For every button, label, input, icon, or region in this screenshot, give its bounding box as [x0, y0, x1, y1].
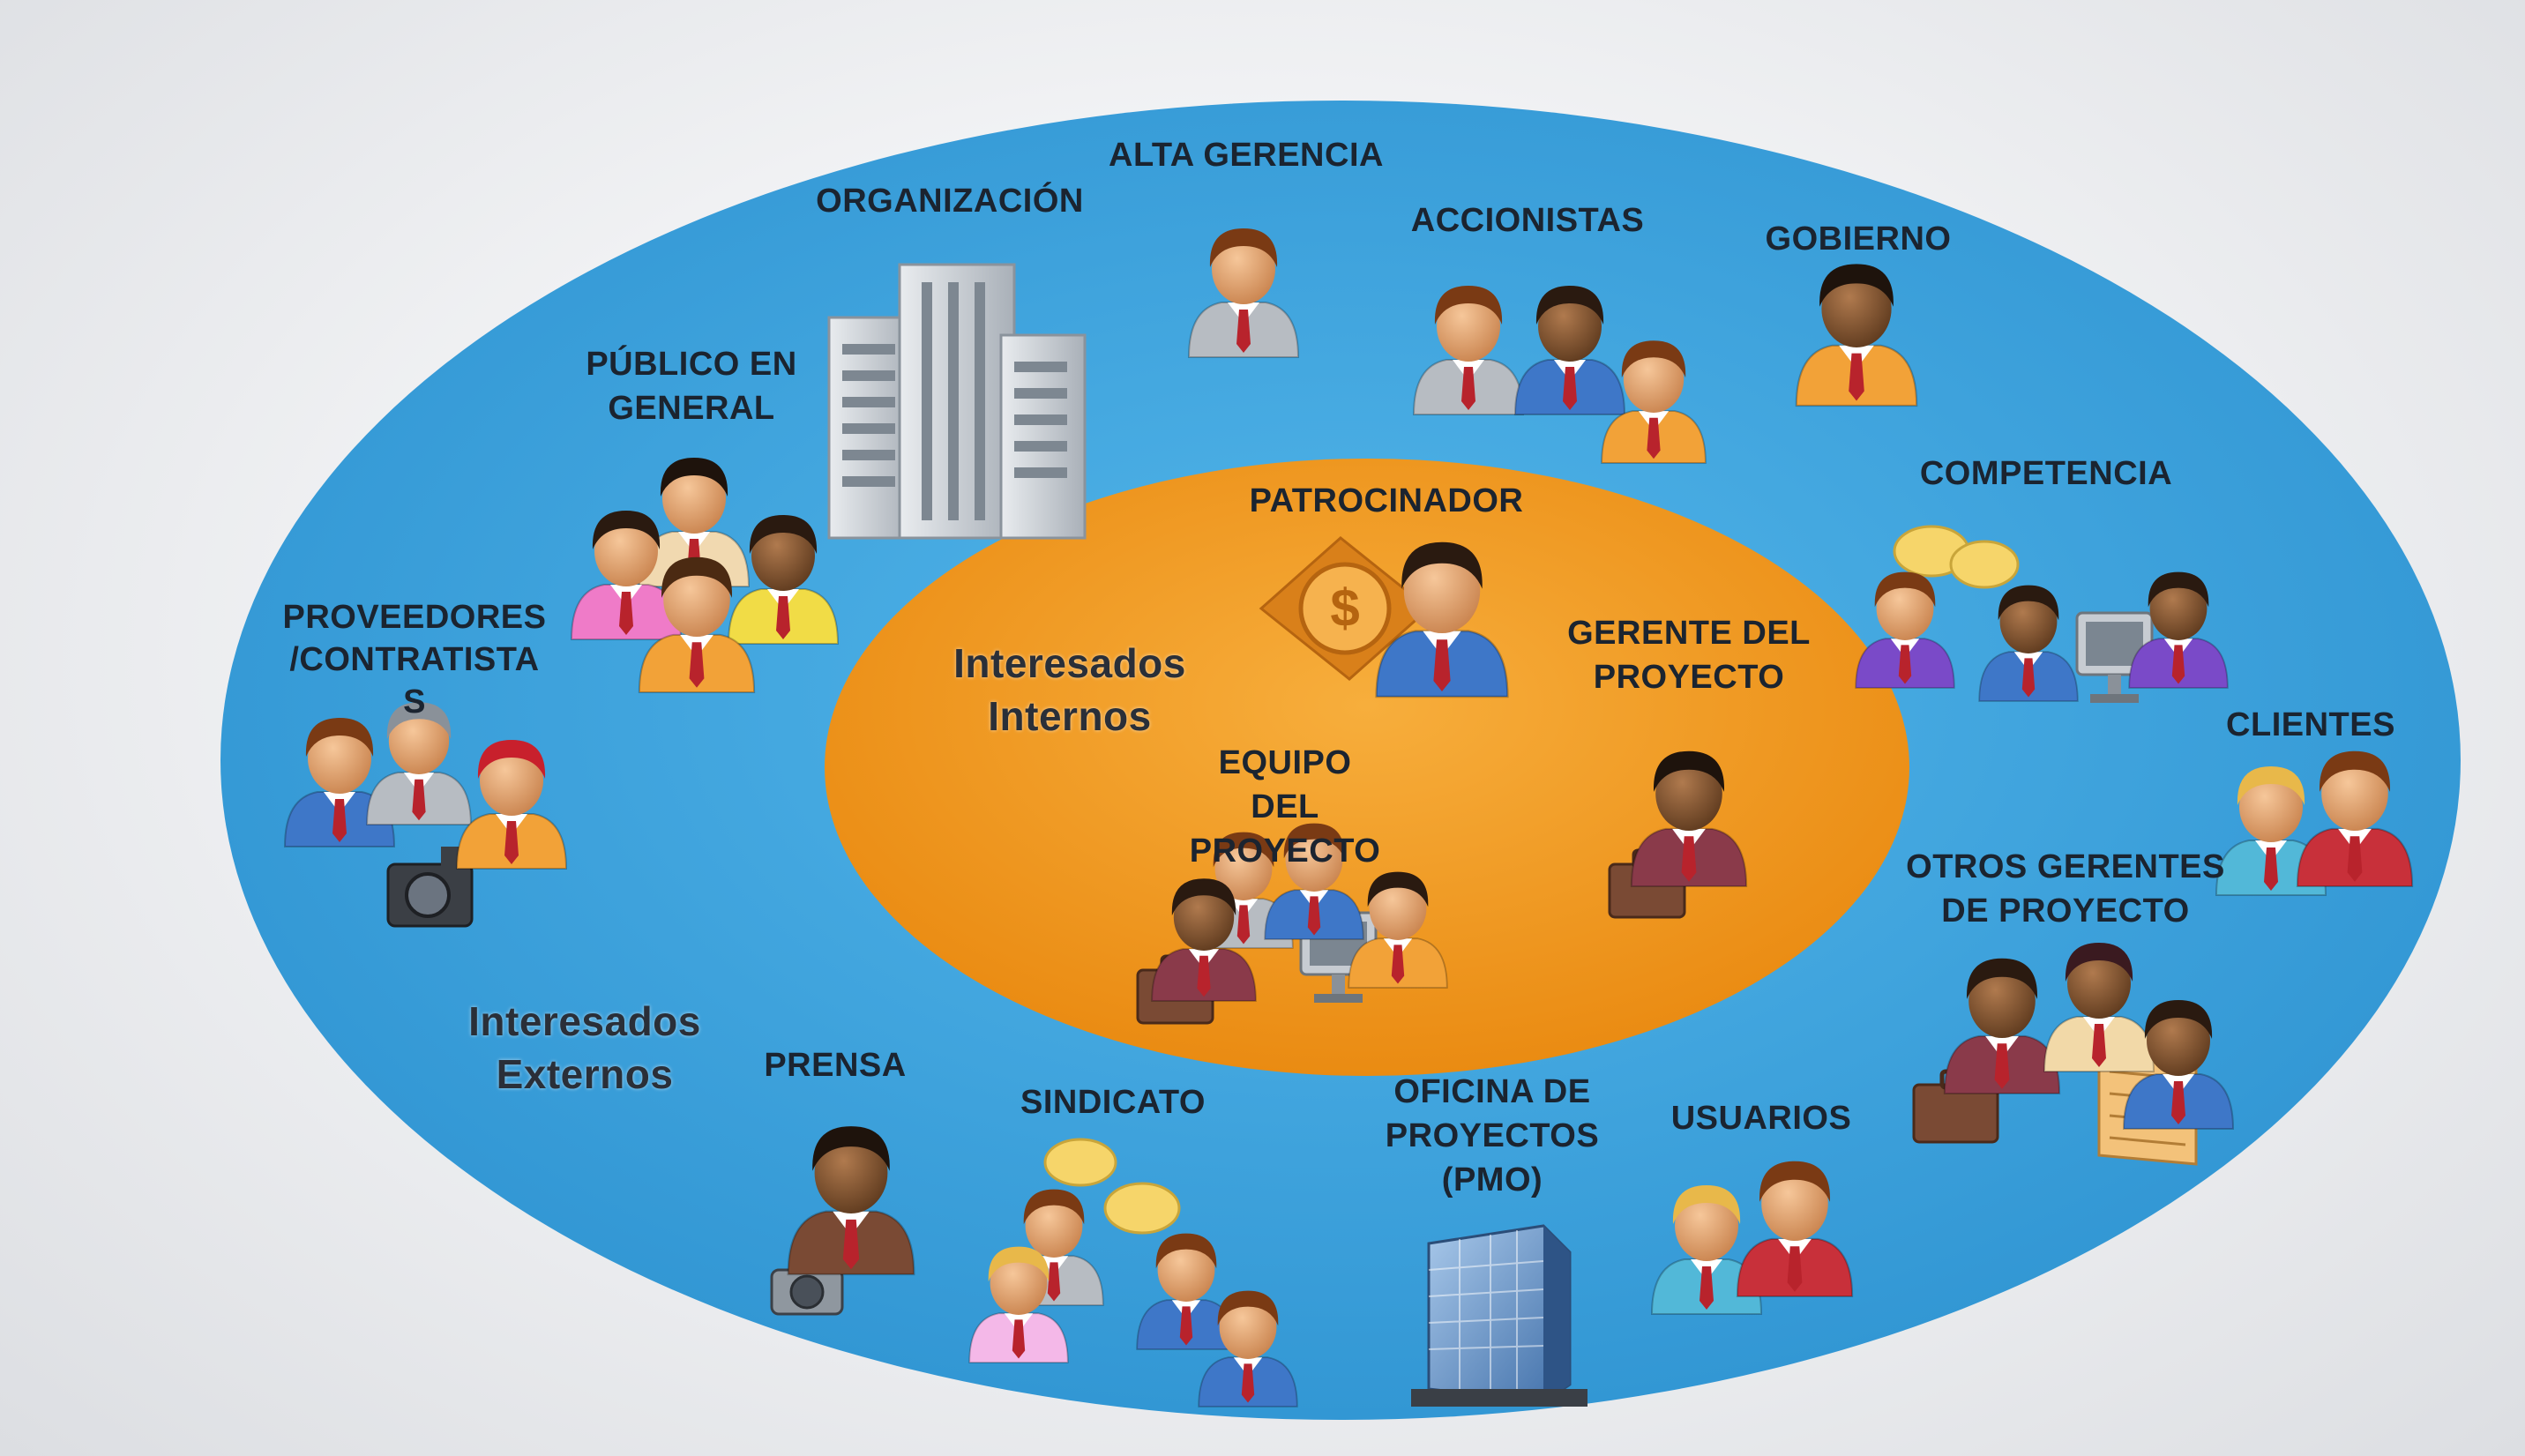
person-icon — [1348, 871, 1448, 989]
video-camera-icon — [386, 847, 476, 928]
other-project-managers-label: OTROS GERENTES DE PROYECTO — [1906, 848, 2225, 930]
svg-text:$: $ — [1330, 579, 1359, 638]
person-icon — [2128, 571, 2229, 689]
money-sign-icon: $ — [1259, 536, 1431, 681]
person-icon — [1736, 1161, 1854, 1298]
person-icon — [1795, 264, 1918, 407]
person-icon — [2043, 943, 2155, 1072]
person-icon — [1136, 1233, 1236, 1350]
internal-stakeholders-label: Interesados Internos — [953, 640, 1186, 739]
person-icon — [1151, 878, 1257, 1002]
project-team-label: EQUIPO DEL PROYECTO — [1189, 744, 1381, 870]
person-icon — [366, 702, 472, 825]
person-icon — [455, 740, 568, 870]
buildings-icon — [827, 263, 1087, 540]
general-public-label: PÚBLICO EN GENERAL — [586, 346, 797, 427]
union-label: SINDICATO — [1020, 1084, 1206, 1121]
senior-management-label: ALTA GERENCIA — [1109, 137, 1384, 174]
person-icon — [1198, 1290, 1298, 1407]
person-icon — [727, 515, 840, 645]
office-tower-icon — [1411, 1224, 1587, 1407]
sponsor-label: PATROCINADOR — [1249, 482, 1524, 519]
person-icon — [570, 511, 683, 640]
pmo-label: OFICINA DE PROYECTOS (PMO) — [1385, 1073, 1600, 1198]
person-icon — [1264, 823, 1364, 940]
person-icon — [1375, 541, 1509, 698]
speech-bubbles-icon — [1893, 525, 2020, 589]
competition-label: COMPETENCIA — [1919, 455, 2173, 492]
computer-monitor-icon — [2075, 611, 2154, 703]
internal-stakeholders-ellipse — [825, 459, 1909, 1076]
person-icon — [2296, 750, 2414, 888]
speech-bubbles-icon — [1043, 1138, 1181, 1235]
person-icon — [1978, 585, 2079, 702]
person-icon — [1855, 571, 1955, 689]
person-icon — [1513, 286, 1626, 415]
person-icon — [638, 556, 756, 694]
person-icon — [283, 718, 396, 847]
organization-label: ORGANIZACIÓN — [816, 183, 1084, 220]
camera-icon — [770, 1268, 844, 1316]
suppliers-label: PROVEEDORES /CONTRATISTA S — [282, 599, 547, 721]
press-label: PRENSA — [764, 1047, 907, 1084]
person-icon — [1412, 286, 1525, 415]
people-figures — [283, 228, 2414, 1407]
person-icon — [1943, 958, 2061, 1095]
external-stakeholders-label: Interesados Externos — [468, 998, 701, 1097]
person-icon — [1187, 228, 1300, 358]
project-manager-label: GERENTE DEL PROYECTO — [1567, 615, 1811, 696]
person-icon — [1630, 750, 1748, 888]
person-icon — [1650, 1185, 1763, 1315]
person-icon — [787, 1126, 915, 1276]
shareholders-label: ACCIONISTAS — [1410, 202, 1645, 239]
person-icon — [968, 1246, 1069, 1363]
clients-label: CLIENTES — [2226, 706, 2395, 743]
users-label: USUARIOS — [1670, 1100, 1852, 1137]
government-label: GOBIERNO — [1765, 220, 1952, 258]
person-icon — [1601, 340, 1707, 464]
person-icon — [2122, 1000, 2235, 1130]
